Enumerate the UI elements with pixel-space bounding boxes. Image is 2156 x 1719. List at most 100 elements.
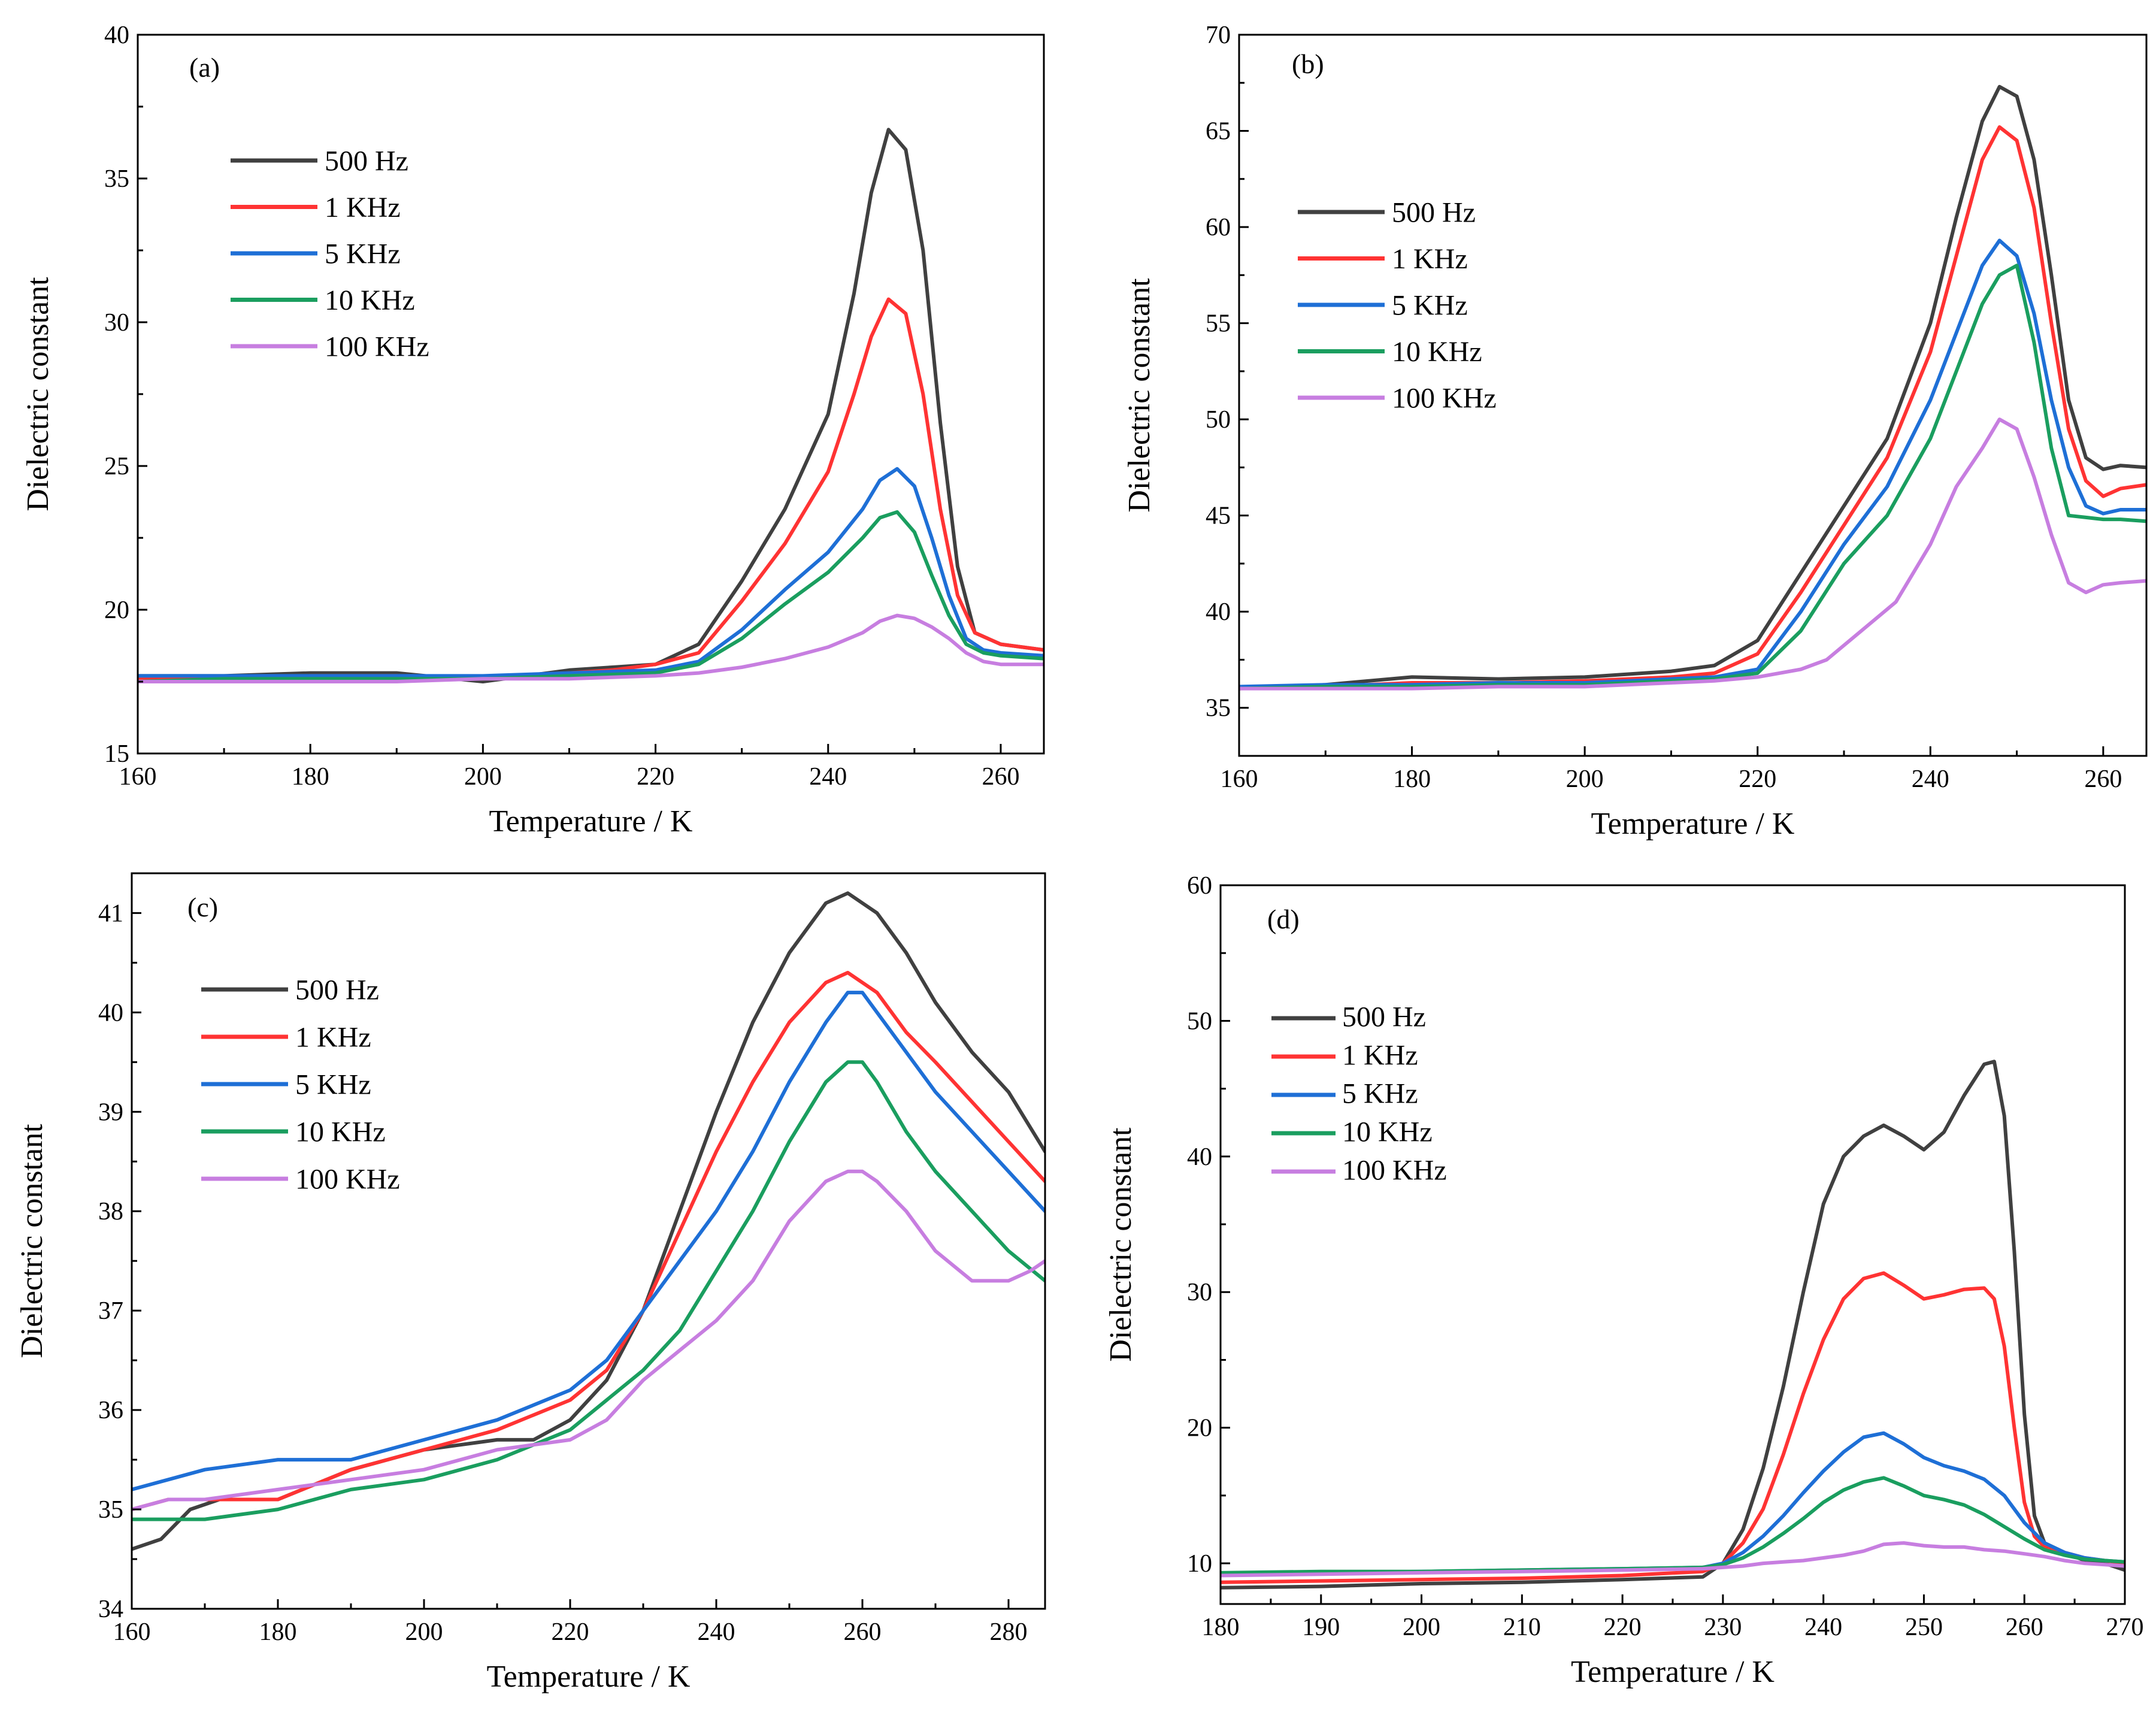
x-tick-label: 280: [990, 1618, 1028, 1646]
x-tick-label: 220: [1739, 765, 1776, 793]
y-tick-label: 35: [98, 1496, 123, 1524]
x-tick-label: 240: [1912, 765, 1949, 793]
y-tick-label: 25: [104, 453, 129, 480]
series-line-100-khz: [138, 613, 1044, 683]
series-line-100-khz: [1239, 417, 2146, 691]
y-tick-label: 40: [1206, 598, 1231, 626]
y-tick-label: 50: [1187, 1007, 1212, 1035]
x-tick-label: 180: [292, 763, 329, 791]
x-tick-label: 200: [1566, 765, 1604, 793]
y-tick-label: 35: [104, 165, 129, 193]
x-tick-label: 240: [809, 763, 847, 791]
y-axis-label: Dielectric constant: [1104, 1127, 1138, 1362]
series-line-5-khz: [132, 991, 1045, 1491]
y-tick-label: 40: [104, 22, 129, 49]
y-tick-label: 50: [1206, 406, 1231, 434]
x-tick-label: 260: [2084, 765, 2122, 793]
x-tick-label: 160: [113, 1618, 151, 1646]
series-line-10-khz: [1221, 1476, 2125, 1575]
series-line-1-khz: [1221, 1271, 2125, 1584]
x-tick-label: 180: [1393, 765, 1431, 793]
y-tick-label: 20: [104, 597, 129, 624]
series-line-10-khz: [1239, 264, 2146, 691]
y-tick-label: 55: [1206, 310, 1231, 338]
plot-area: [138, 128, 1044, 683]
x-tick-label: 240: [698, 1618, 735, 1646]
x-tick-label: 260: [844, 1618, 882, 1646]
x-tick-label: 260: [2006, 1614, 2043, 1641]
y-tick-label: 70: [1206, 22, 1231, 49]
x-tick-label: 180: [1202, 1614, 1240, 1641]
panel-label: (d): [1267, 904, 1300, 934]
legend: 500 Hz 1 KHz 5 KHz 10 KHz 100 KHz: [201, 974, 400, 1195]
y-tick-label: 60: [1187, 872, 1212, 900]
panel-b: 160 180 200 220 240 260 35 40 45 50 55 60 65 70 Temper…: [1122, 22, 2148, 841]
legend-label: 100 KHz: [1342, 1155, 1447, 1187]
plot-area: [132, 891, 1045, 1551]
plot-frame: [137, 34, 1045, 755]
legend-label: 100 KHz: [325, 331, 429, 362]
x-tick-label: 220: [1604, 1614, 1642, 1641]
x-tick-label: 220: [637, 763, 674, 791]
x-tick-label: 200: [464, 763, 502, 791]
legend-label: 5 KHz: [295, 1069, 371, 1100]
x-tick-label: 180: [259, 1618, 297, 1646]
panel-d: 180 190 200 210 220 230 240 250 260 270 10 20 30 40 50…: [1104, 872, 2144, 1689]
legend: 500 Hz 1 KHz 5 KHz 10 KHz 100 KHz: [1271, 1001, 1447, 1187]
series-line-100-khz: [1221, 1541, 2125, 1578]
y-axis-label: Dielectric constant: [15, 1124, 49, 1358]
series-line-5-khz: [1239, 238, 2146, 689]
series-line-10-khz: [132, 1060, 1045, 1521]
y-tick-label: 65: [1206, 118, 1231, 146]
plot-frame: [1238, 34, 2148, 757]
series-line-5-khz: [138, 467, 1044, 678]
y-tick-label: 35: [1206, 695, 1231, 722]
legend-label: 1 KHz: [1392, 243, 1468, 275]
legend-label: 500 Hz: [1342, 1001, 1426, 1033]
legend-label: 1 KHz: [325, 192, 401, 223]
legend: 500 Hz 1 KHz 5 KHz 10 KHz 100 KHz: [1298, 196, 1497, 414]
x-tick-label: 270: [2106, 1614, 2144, 1641]
y-axis-label: Dielectric constant: [1122, 278, 1156, 513]
panel-label: (a): [189, 52, 220, 83]
legend-label: 5 KHz: [1392, 289, 1468, 321]
y-tick-label: 34: [98, 1596, 123, 1623]
legend-label: 500 Hz: [325, 145, 408, 177]
legend-label: 100 KHz: [1392, 382, 1497, 414]
x-tick-label: 230: [1704, 1614, 1742, 1641]
plot-area: [1239, 84, 2146, 691]
legend-label: 500 Hz: [295, 974, 379, 1006]
x-tick-label: 220: [552, 1618, 589, 1646]
series-line-500-hz: [1221, 1060, 2125, 1590]
legend-label: 1 KHz: [295, 1021, 371, 1053]
y-tick-label: 39: [98, 1098, 123, 1126]
x-tick-label: 200: [1403, 1614, 1440, 1641]
x-tick-label: 190: [1302, 1614, 1340, 1641]
y-tick-label: 38: [98, 1198, 123, 1225]
y-tick-label: 45: [1206, 503, 1231, 530]
plot-frame: [131, 872, 1046, 1610]
x-tick-label: 250: [1905, 1614, 1943, 1641]
legend-label: 1 KHz: [1342, 1040, 1418, 1072]
x-axis-label: Temperature / K: [489, 804, 693, 839]
panel-c: 160 180 200 220 240 260 280 34 35 36 37 38 39 40 41 Tem…: [15, 872, 1046, 1694]
series-line-100-khz: [132, 1169, 1045, 1512]
x-tick-label: 210: [1503, 1614, 1541, 1641]
plot-area: [1221, 1060, 2125, 1590]
y-tick-label: 41: [98, 900, 123, 927]
x-tick-label: 200: [405, 1618, 443, 1646]
y-axis-label: Dielectric constant: [21, 277, 55, 512]
legend-label: 5 KHz: [325, 238, 401, 270]
y-tick-label: 60: [1206, 214, 1231, 241]
legend-label: 5 KHz: [1342, 1078, 1418, 1110]
y-tick-label: 36: [98, 1397, 123, 1424]
legend-label: 100 KHz: [295, 1163, 400, 1195]
series-line-10-khz: [138, 510, 1044, 683]
y-tick-label: 30: [1187, 1279, 1212, 1306]
x-tick-label: 160: [119, 763, 157, 791]
y-tick-label: 20: [1187, 1415, 1212, 1442]
legend-label: 10 KHz: [1392, 336, 1482, 368]
y-tick-label: 10: [1187, 1550, 1212, 1578]
series-line-500-hz: [138, 128, 1044, 683]
